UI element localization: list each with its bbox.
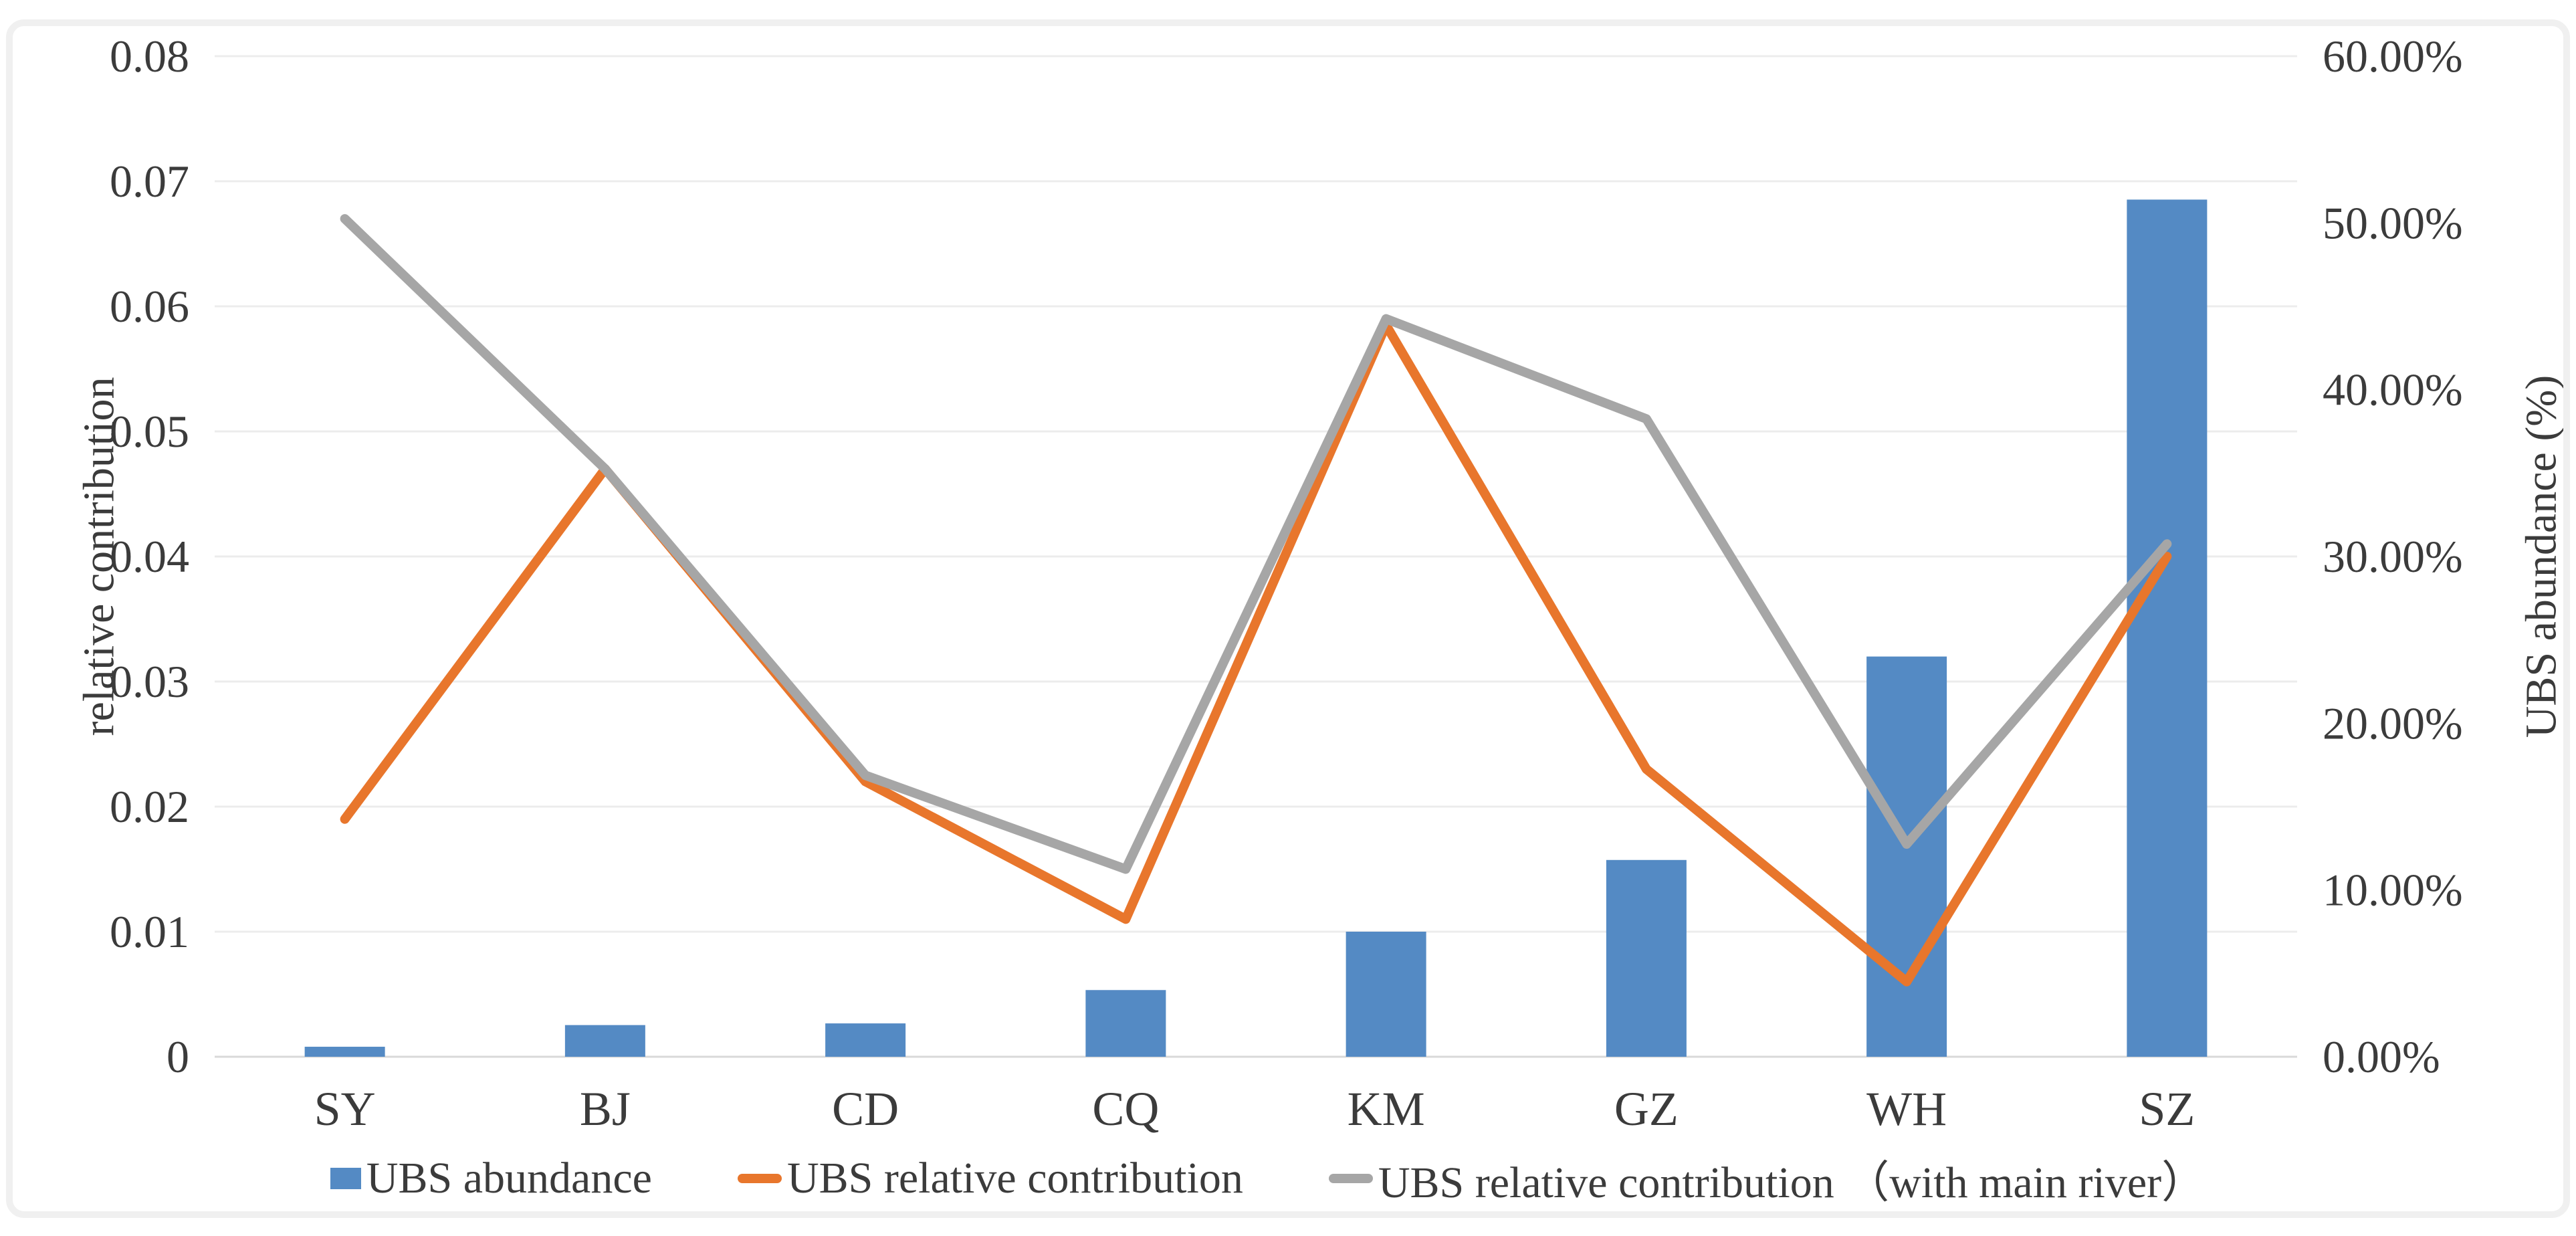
bar-SZ bbox=[2127, 199, 2208, 1057]
legend-label: UBS relative contribution （with main riv… bbox=[1378, 1158, 2206, 1207]
right-axis-tick-label: 40.00% bbox=[2323, 365, 2463, 415]
left-axis-tick-label: 0.04 bbox=[110, 531, 189, 582]
bar-GZ bbox=[1606, 859, 1687, 1057]
x-category-label: SY bbox=[314, 1082, 376, 1136]
bar-BJ bbox=[564, 1025, 645, 1057]
x-category-label: WH bbox=[1866, 1082, 1947, 1136]
right-axis-tick-label: 50.00% bbox=[2323, 197, 2463, 248]
left-axis-title: relative contribution bbox=[75, 377, 124, 736]
left-axis-tick-label: 0.08 bbox=[110, 31, 189, 82]
x-category-label: SZ bbox=[2139, 1082, 2195, 1136]
right-axis-tick-label: 20.00% bbox=[2323, 698, 2463, 748]
right-axis-tick-label: 60.00% bbox=[2323, 31, 2463, 82]
legend-label: UBS abundance bbox=[366, 1154, 652, 1203]
bar-KM bbox=[1346, 932, 1426, 1057]
line-series-2 bbox=[340, 214, 2172, 874]
right-axis-title: UBS abundance (%) bbox=[2517, 375, 2566, 738]
legend-square-marker-icon bbox=[330, 1168, 361, 1189]
bar-CQ bbox=[1085, 990, 1166, 1057]
legend-line-marker-icon bbox=[737, 1174, 782, 1183]
x-category-label: GZ bbox=[1614, 1082, 1679, 1136]
legend-label: UBS relative contribution bbox=[786, 1154, 1243, 1203]
left-axis-tick-label: 0.01 bbox=[110, 906, 189, 957]
right-axis-tick-label: 10.00% bbox=[2323, 865, 2463, 916]
chart-legend: UBS abundance UBS relative contribution UB… bbox=[0, 1145, 2536, 1212]
left-axis-tick-label: 0.06 bbox=[110, 281, 189, 332]
x-category-label: KM bbox=[1348, 1082, 1425, 1136]
figure-frame bbox=[6, 19, 2570, 1218]
x-category-label: CD bbox=[832, 1082, 899, 1136]
legend-item-ubs-abundance: UBS abundance bbox=[330, 1153, 652, 1204]
x-category-label: BJ bbox=[580, 1082, 631, 1136]
bar-SY bbox=[304, 1047, 385, 1057]
left-axis-tick-label: 0 bbox=[167, 1031, 189, 1082]
left-axis-tick-label: 0.02 bbox=[110, 781, 189, 832]
right-axis-tick-label: 0.00% bbox=[2323, 1031, 2440, 1082]
left-axis-tick-label: 0.05 bbox=[110, 406, 189, 457]
right-axis-tick-label: 30.00% bbox=[2323, 531, 2463, 582]
legend-item-ubs-relative-contribution-with-main-river: UBS relative contribution （with main riv… bbox=[1328, 1146, 2206, 1211]
legend-item-ubs-relative-contribution: UBS relative contribution bbox=[737, 1153, 1243, 1204]
bar-WH bbox=[1866, 656, 1947, 1057]
bar-CD bbox=[825, 1023, 906, 1057]
x-category-label: CQ bbox=[1092, 1082, 1159, 1136]
legend-line-marker-icon bbox=[1328, 1174, 1373, 1183]
left-axis-tick-label: 0.07 bbox=[110, 156, 189, 207]
left-axis-tick-label: 0.03 bbox=[110, 656, 189, 707]
